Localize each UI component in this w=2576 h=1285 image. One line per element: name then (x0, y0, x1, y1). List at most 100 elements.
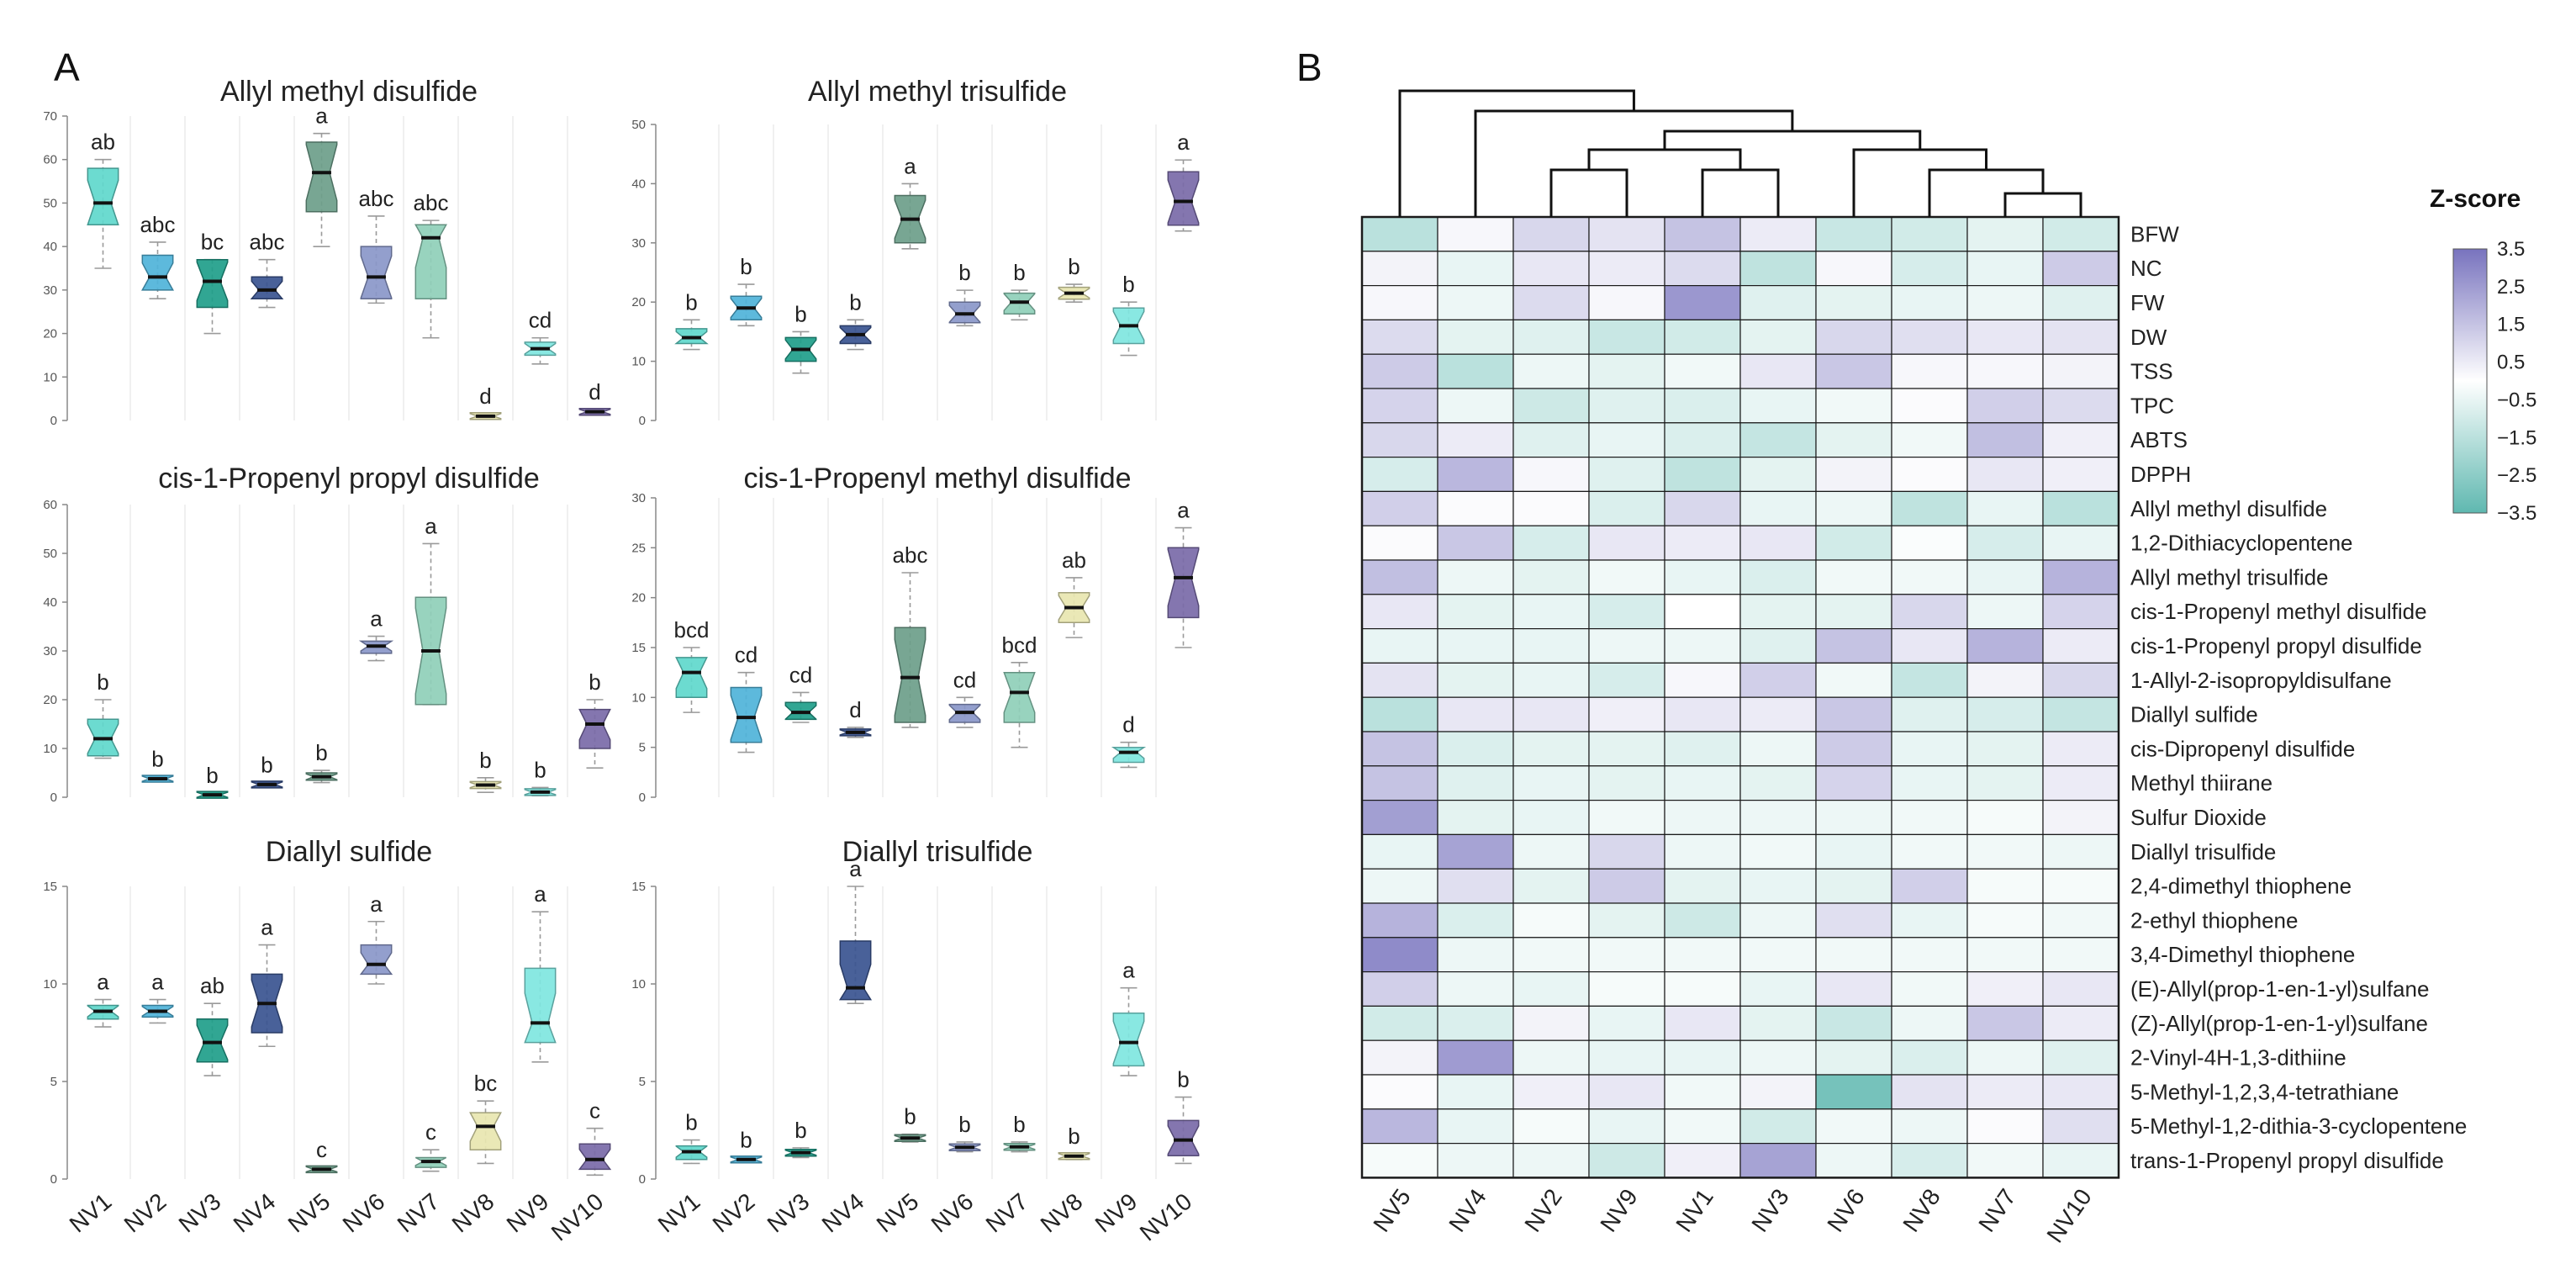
box-nv10: a (1167, 498, 1200, 648)
significance-letter: b (685, 289, 697, 315)
heatmap-cell (1815, 868, 1892, 904)
significance-letter: b (740, 1127, 752, 1152)
heatmap-cell (1739, 1005, 1817, 1041)
heatmap-cell (1891, 1074, 1968, 1110)
boxplot-allyl-methyl-trisulfide: Allyl methyl trisulfide 0 10 20 30 40 50 b b b b a b… (631, 76, 1200, 428)
x-tick-label: NV3 (763, 1188, 815, 1238)
y-tick-label: 5 (639, 741, 646, 755)
row-label: 3,4-Dimethyl thiophene (2130, 942, 2355, 967)
box-nv6: cd (948, 667, 981, 728)
heatmap-cell (1739, 902, 1817, 939)
heatmap-cell (1664, 319, 1741, 355)
heatmap-cell (1437, 833, 1514, 870)
heatmap-cell (1739, 937, 1817, 973)
heatmap-cell (1361, 559, 1438, 595)
heatmap-cell (1588, 1108, 1665, 1145)
heatmap-cell (1512, 251, 1590, 287)
significance-letter: c (425, 1119, 436, 1145)
y-tick-label: 25 (631, 541, 646, 555)
heatmap-cell (1815, 559, 1892, 595)
heatmap-cell (1664, 594, 1741, 630)
heatmap-cell (1891, 627, 1968, 664)
row-label: cis-Dipropenyl disulfide (2130, 736, 2355, 761)
heatmap-cell (1966, 970, 2044, 1007)
heatmap-cell (1437, 765, 1514, 801)
heatmap-cell (1361, 388, 1438, 424)
significance-letter: b (534, 757, 546, 782)
heatmap-cell (1588, 353, 1665, 389)
x-tick-label: NV1 (653, 1188, 705, 1238)
heatmap-cell (2042, 731, 2119, 767)
heatmap-cell (1361, 1108, 1438, 1145)
heatmap-cell (1437, 251, 1514, 287)
x-tick-label: NV7 (981, 1188, 1033, 1238)
box-nv2: b (141, 747, 174, 783)
heatmap-cell (1739, 285, 1817, 321)
heatmap-cell (1512, 1005, 1590, 1041)
heatmap-cell (1891, 216, 1968, 252)
heatmap-cell (1437, 970, 1514, 1007)
column-label: NV7 (1973, 1184, 2021, 1236)
box-nv3: ab (196, 973, 229, 1076)
column-dendrogram (1398, 89, 2082, 217)
x-tick-label: NV7 (393, 1188, 445, 1238)
significance-letter: a (534, 881, 546, 907)
heatmap-cell (1588, 868, 1665, 904)
heatmap-cell (1361, 251, 1438, 287)
heatmap-cell (1664, 1074, 1741, 1110)
heatmap-cell (1891, 902, 1968, 939)
boxplot-allyl-methyl-disulfide: Allyl methyl disulfide 0 10 20 30 40 50 60 70 ab a… (43, 76, 611, 428)
heatmap-cell (1966, 525, 2044, 561)
significance-letter: b (97, 669, 108, 695)
heatmap-cell (1512, 765, 1590, 801)
x-tick-label: NV6 (338, 1188, 390, 1238)
heatmap-cell (2042, 937, 2119, 973)
heatmap-row-labels: BFW NC FW DW TSS TPC ABTS DPPH Allyl methyl disu… (2130, 221, 2467, 1173)
heatmap-cell (1588, 285, 1665, 321)
heatmap-cell (2042, 525, 2119, 561)
heatmap-cell (1588, 902, 1665, 939)
box-body (359, 944, 393, 976)
heatmap-cell (1739, 559, 1817, 595)
significance-letter: b (740, 254, 752, 279)
heatmap-cell (1966, 319, 2044, 355)
heatmap-cell (1815, 216, 1892, 252)
box-nv7: b (1003, 260, 1036, 321)
heatmap-cell (1361, 937, 1438, 973)
significance-letter: bc (201, 230, 224, 255)
box-nv9: cd (524, 308, 557, 365)
row-label: 5-Methyl-1,2,3,4-tetrathiane (2130, 1079, 2399, 1104)
significance-letter: a (370, 606, 383, 632)
heatmap-cell (1512, 559, 1590, 595)
heatmap-cell (2042, 868, 2119, 904)
y-tick-label: 60 (43, 498, 57, 512)
heatmap-border (1360, 215, 2120, 1179)
box-nv6: b (948, 1112, 981, 1153)
row-label: (Z)-Allyl(prop-1-en-1-yl)sulfane (2130, 1011, 2428, 1036)
heatmap-cell (1512, 525, 1590, 561)
heatmap-cell (1966, 559, 2044, 595)
y-tick-label: 0 (639, 1172, 646, 1187)
box-nv2: cd (730, 642, 763, 754)
box-nv5: abc (893, 542, 927, 728)
heatmap-cell (1739, 422, 1817, 458)
heatmap-cell (1588, 490, 1665, 526)
heatmap-cell (1815, 594, 1892, 630)
box-body (1167, 1119, 1200, 1156)
heatmap-cell (1361, 696, 1438, 732)
box-nv4: b (251, 753, 283, 789)
heatmap-cell (1437, 731, 1514, 767)
heatmap-cell (1664, 902, 1741, 939)
heatmap-cell (1437, 490, 1514, 526)
heatmap-cell (1512, 696, 1590, 732)
y-tick-label: 10 (631, 355, 646, 369)
heatmap-cell (1815, 490, 1892, 526)
heatmap-cell (1815, 937, 1892, 973)
heatmap-cell (1437, 662, 1514, 698)
column-label: NV10 (2041, 1184, 2097, 1247)
x-tick-label: NV9 (1090, 1188, 1143, 1238)
column-label: NV2 (1519, 1184, 1567, 1236)
y-tick-label: 30 (43, 644, 57, 658)
heatmap-cell (1437, 902, 1514, 939)
